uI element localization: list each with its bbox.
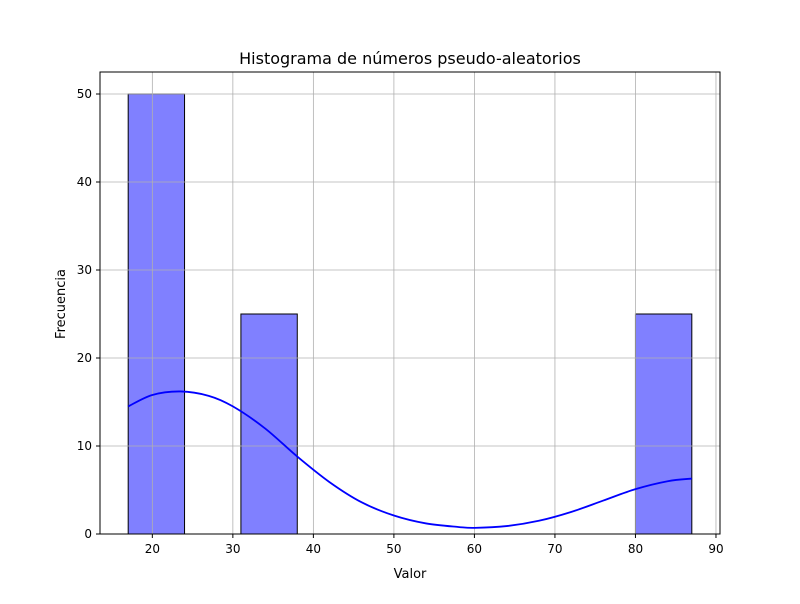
x-tick-label: 20 [145,542,160,556]
x-tick-label: 50 [386,542,401,556]
y-tick-label: 20 [77,351,92,365]
y-tick-label: 50 [77,87,92,101]
x-axis-label: Valor [394,567,427,582]
x-tick-label: 60 [467,542,482,556]
histogram-bar-9 [635,314,691,534]
y-tick-label: 40 [77,175,92,189]
y-axis-label: Frecuencia [54,269,69,339]
y-tick-label: 30 [77,263,92,277]
chart-title: Histograma de números pseudo-aleatorios [239,49,581,68]
histogram-bar-0 [128,94,184,534]
x-tick-label: 70 [547,542,562,556]
histogram-bar-2 [241,314,297,534]
y-tick-label: 0 [84,527,92,541]
x-tick-label: 30 [225,542,240,556]
y-tick-label: 10 [77,439,92,453]
x-tick-label: 90 [708,542,723,556]
x-tick-label: 40 [306,542,321,556]
x-tick-label: 80 [628,542,643,556]
